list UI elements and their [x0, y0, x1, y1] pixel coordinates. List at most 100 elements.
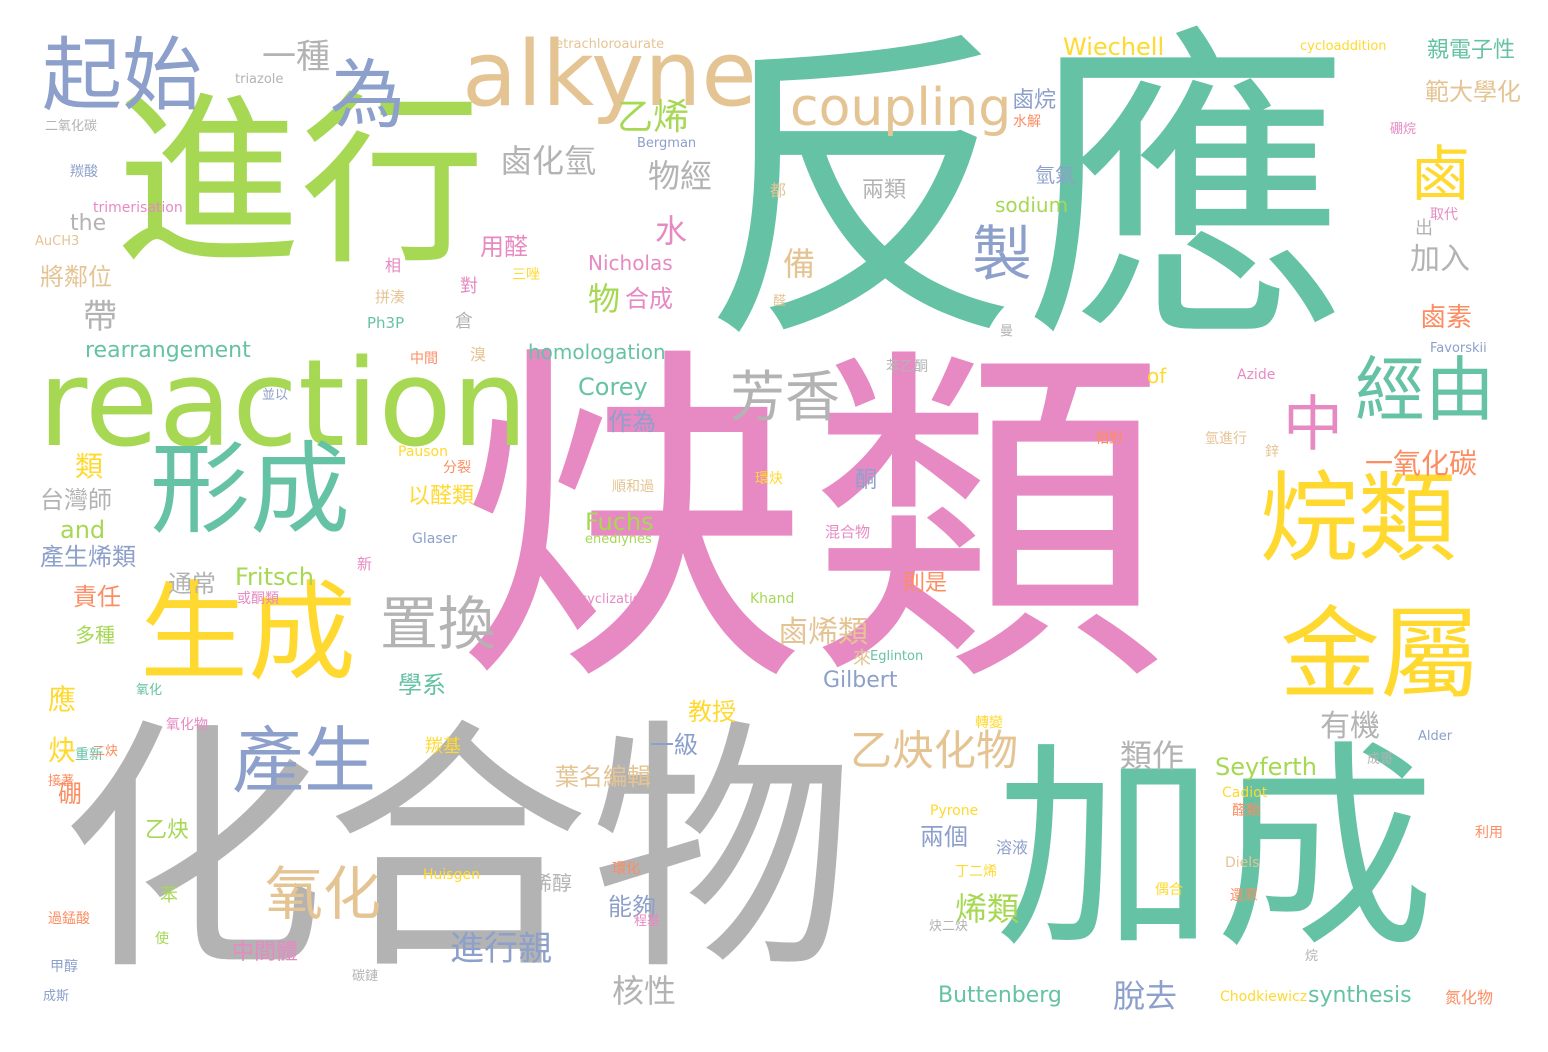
cloud-word: 氮化物: [1445, 988, 1494, 1007]
cloud-word: Gilbert: [823, 668, 898, 693]
cloud-word: 葉名編輯: [555, 763, 651, 791]
cloud-word: 碳鏈: [352, 969, 379, 984]
cloud-word: 相對: [1095, 431, 1123, 447]
cloud-word: 丁二烯: [955, 864, 997, 880]
cloud-word: 鹵烷: [1012, 88, 1057, 113]
cloud-word: Buttenberg: [938, 983, 1062, 1008]
cloud-word: 利用: [1475, 825, 1503, 841]
cloud-word: 接著: [48, 774, 75, 789]
cloud-word: 芳香: [730, 365, 841, 429]
cloud-word: Seyferth: [1215, 753, 1317, 781]
cloud-word: 生成: [140, 571, 357, 696]
cloud-word: 製: [972, 220, 1032, 290]
cloud-word: Bergman: [637, 136, 697, 151]
cloud-word: 有機: [1320, 709, 1380, 744]
cloud-word: 則是: [903, 571, 948, 596]
cloud-word: 倉: [455, 311, 473, 332]
cloud-word: Glaser: [412, 531, 457, 547]
cloud-word: Cadiot: [1222, 785, 1268, 801]
cloud-word: 以醛類: [408, 484, 475, 509]
cloud-word: 苯乙酮: [886, 359, 928, 375]
cloud-word: 甲醇: [50, 959, 78, 975]
cloud-word: 水: [655, 212, 688, 250]
cloud-word: 進行: [115, 74, 485, 290]
cloud-word: Alder: [1418, 729, 1453, 744]
cloud-word: 還原: [1230, 888, 1258, 904]
cloud-word: 羰酸: [70, 164, 98, 180]
cloud-word: 二氧化碳: [45, 119, 98, 134]
cloud-word: 應: [48, 683, 77, 716]
cloud-word: 兩個: [920, 823, 968, 851]
cloud-word: 中: [1283, 390, 1343, 460]
cloud-word: rearrangement: [85, 338, 251, 363]
cloud-word: 氧化物: [166, 717, 208, 733]
cloud-word: 作為: [608, 408, 656, 436]
cloud-word: coupling: [790, 78, 1012, 138]
cloud-word: 台灣師: [40, 486, 112, 514]
cloud-word: 合成: [625, 285, 673, 313]
cloud-word: 通常: [168, 570, 216, 598]
cloud-word: 都: [770, 181, 787, 200]
cloud-word: 類作: [1120, 737, 1185, 775]
cloud-word: trimerisation: [93, 200, 183, 216]
cloud-word: 溴: [470, 345, 487, 364]
cloud-word: 使: [155, 931, 169, 947]
cloud-word: tetrachloroaurate: [550, 37, 665, 52]
cloud-word: homologation: [528, 340, 666, 364]
cloud-word: 物經: [648, 157, 713, 195]
cloud-word: 或酮類: [237, 591, 279, 607]
cloud-word: 學系: [398, 671, 446, 699]
cloud-word: 產生: [232, 719, 377, 803]
cloud-word: synthesis: [1308, 983, 1412, 1008]
cloud-word: 混合物: [825, 523, 871, 541]
cloud-word: 鹵素: [1420, 303, 1473, 333]
cloud-word: Khand: [750, 591, 795, 607]
cloud-word: 曼: [1000, 324, 1014, 339]
cloud-word: 乙炔化物: [850, 726, 1019, 775]
cloud-word: Diels: [1225, 855, 1260, 871]
cloud-word: Fritsch: [235, 563, 314, 591]
cloud-word: 金屬: [1280, 596, 1480, 713]
cloud-word: triazole: [235, 72, 284, 87]
cloud-word: 取代: [1430, 207, 1458, 223]
cloud-word: 拼湊: [375, 288, 406, 306]
cloud-word: 氧化: [265, 860, 382, 928]
cloud-word: 加成: [995, 722, 1436, 978]
cloud-word: 酮: [855, 468, 878, 493]
cloud-word: 重新: [75, 747, 103, 763]
cloud-word: 轉變: [975, 715, 1003, 731]
cloud-word: Eglinton: [870, 649, 924, 664]
cloud-word: 烯類: [955, 890, 1020, 928]
cloud-word: 苯: [160, 885, 178, 906]
cloud-word: 醛類: [1232, 803, 1260, 819]
cloud-word: Pyrone: [930, 803, 979, 819]
cloud-word: 氫氣: [1035, 163, 1075, 187]
cloud-word: Ph3P: [367, 314, 405, 332]
cloud-word: 置換: [380, 590, 497, 658]
cloud-word: 環炔: [755, 471, 783, 487]
cloud-word: 類: [75, 450, 104, 483]
cloud-word: 炔: [48, 734, 77, 767]
cloud-word: Azide: [1237, 367, 1276, 383]
cloud-word: the: [70, 211, 107, 236]
cloud-word: AuCH3: [35, 234, 80, 249]
cloud-word: 為: [330, 51, 406, 139]
cloud-word: 鹵: [1410, 140, 1470, 210]
cloud-word: 產生烯類: [40, 543, 136, 571]
cloud-word: cyclization: [580, 592, 649, 607]
cloud-word: 來: [853, 648, 871, 669]
cloud-word: 加入: [1410, 242, 1470, 277]
cloud-word: 分裂: [443, 460, 471, 476]
cloud-word: 醛: [773, 294, 787, 309]
cloud-word: 帶: [83, 297, 117, 337]
cloud-word: 溶液: [996, 838, 1029, 857]
cloud-word: 化合物: [60, 698, 855, 1006]
cloud-word: alkyne: [462, 22, 757, 127]
cloud-word: 一種: [262, 37, 330, 77]
cloud-word: enediynes: [585, 532, 652, 547]
cloud-word: 親電子性: [1427, 38, 1516, 63]
cloud-word: 用醛: [480, 233, 528, 261]
cloud-word: 環化: [612, 861, 640, 877]
cloud-word: Fuchs: [585, 508, 654, 536]
cloud-word: 炔類: [455, 315, 1165, 729]
